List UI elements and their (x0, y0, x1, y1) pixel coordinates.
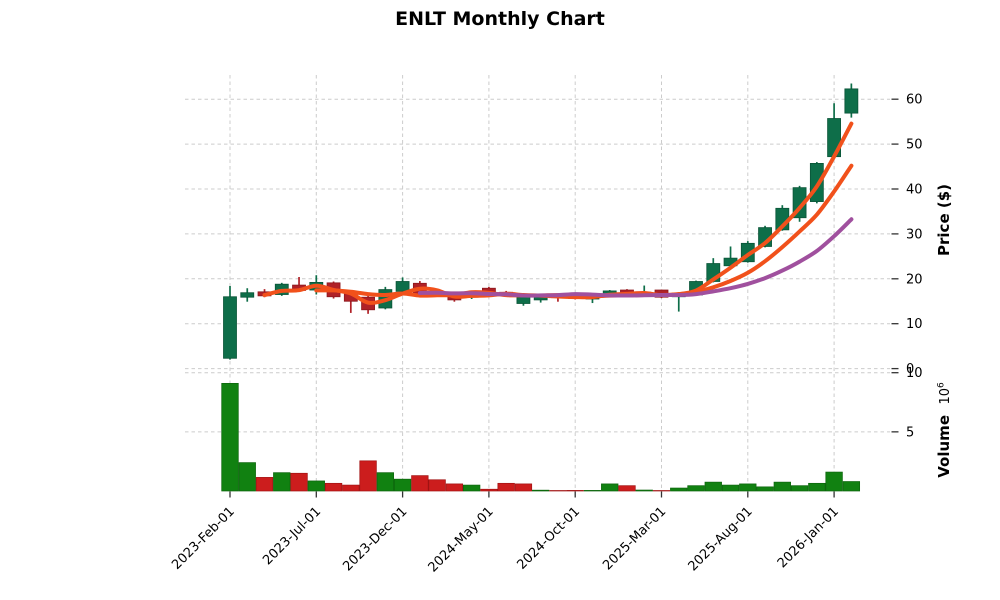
volume-bar (290, 472, 308, 492)
volume-bar (687, 485, 705, 492)
volume-tick-label: 5 (906, 425, 914, 440)
volume-bar (808, 482, 826, 492)
price-axis-ticks: 0 10 20 30 40 50 60 (891, 93, 923, 377)
candle-body (223, 296, 237, 359)
volume-axis-ticks: 5 10 (891, 366, 923, 440)
volume-bar (756, 486, 774, 492)
price-tick-label: 0 (906, 362, 914, 377)
candles (223, 83, 859, 360)
volume-bar (411, 475, 429, 492)
volume-bar (376, 472, 394, 492)
x-tick-label: 2024-May-01 (426, 504, 497, 575)
volume-bar (583, 490, 602, 492)
volume-bar (480, 488, 498, 492)
volume-bar (514, 483, 533, 492)
volume-tick-label: 10 (906, 366, 923, 381)
volume-bar (238, 462, 256, 492)
volume-bar (497, 482, 515, 492)
volume-bar (221, 382, 239, 492)
candle (395, 277, 410, 293)
x-axis-ticks: 2023-Feb-01 2023-Jul-01 2023-Dec-01 2024-Ma… (169, 491, 842, 575)
candle (240, 288, 255, 302)
volume-bar (704, 481, 722, 492)
candle-body (240, 292, 255, 298)
volume-bar (842, 481, 861, 492)
candle-body (516, 296, 531, 304)
price-tick-label: 50 (906, 138, 923, 153)
volume-bar (825, 471, 843, 492)
x-tick-label: 2023-Dec-01 (340, 504, 410, 574)
volume-bar (618, 485, 636, 492)
volume-bar (652, 490, 671, 492)
x-tick-label: 2024-Oct-01 (515, 504, 583, 572)
volume-bar (635, 489, 653, 492)
volume-bar (273, 472, 291, 492)
candle (844, 83, 859, 118)
volume-bar (324, 482, 343, 492)
moving-average-lines (262, 121, 854, 305)
volume-bar (428, 479, 446, 492)
sma-12-line (417, 217, 854, 298)
volume-bar (739, 483, 757, 492)
candle-body (395, 281, 410, 292)
volume-bar (601, 483, 619, 492)
volume-bar (462, 484, 481, 492)
price-tick-label: 10 (906, 317, 923, 332)
x-tick-label: 2025-Aug-01 (686, 504, 756, 574)
volume-bar (255, 477, 274, 492)
x-tick-label: 2025-Mar-01 (600, 504, 669, 573)
volume-bar (549, 490, 567, 492)
chart-title: ENLT Monthly Chart (395, 8, 605, 30)
price-tick-label: 40 (906, 183, 923, 198)
candle-body (844, 88, 859, 114)
volume-bar (359, 460, 377, 492)
grid (185, 75, 890, 491)
price-axis-label: Price ($) (935, 184, 953, 256)
candle (223, 285, 237, 360)
volume-bars (221, 382, 861, 492)
volume-bar (532, 489, 550, 492)
price-tick-label: 60 (906, 93, 923, 108)
x-tick-label: 2023-Feb-01 (169, 504, 238, 573)
volume-axis-label: Volume 106 (935, 382, 953, 477)
volume-axis-multiplier: 106 (936, 382, 953, 405)
volume-axis-label-text: Volume (935, 415, 953, 478)
price-tick-label: 30 (906, 227, 923, 242)
volume-bar (721, 484, 740, 492)
volume-bar (773, 481, 791, 492)
x-tick-label: 2026-Jan-01 (775, 504, 842, 571)
candle (740, 241, 755, 263)
x-tick-label: 2023-Jul-01 (260, 504, 324, 568)
sma-3-line (262, 121, 854, 305)
volume-bar (790, 485, 809, 492)
volume-bar (670, 487, 688, 492)
volume-bar (445, 483, 464, 492)
volume-bar (342, 484, 360, 492)
sma-6-line (314, 163, 854, 299)
volume-bar (566, 490, 584, 492)
volume-bar (393, 478, 412, 492)
price-tick-label: 20 (906, 272, 923, 287)
volume-bar (307, 480, 325, 492)
